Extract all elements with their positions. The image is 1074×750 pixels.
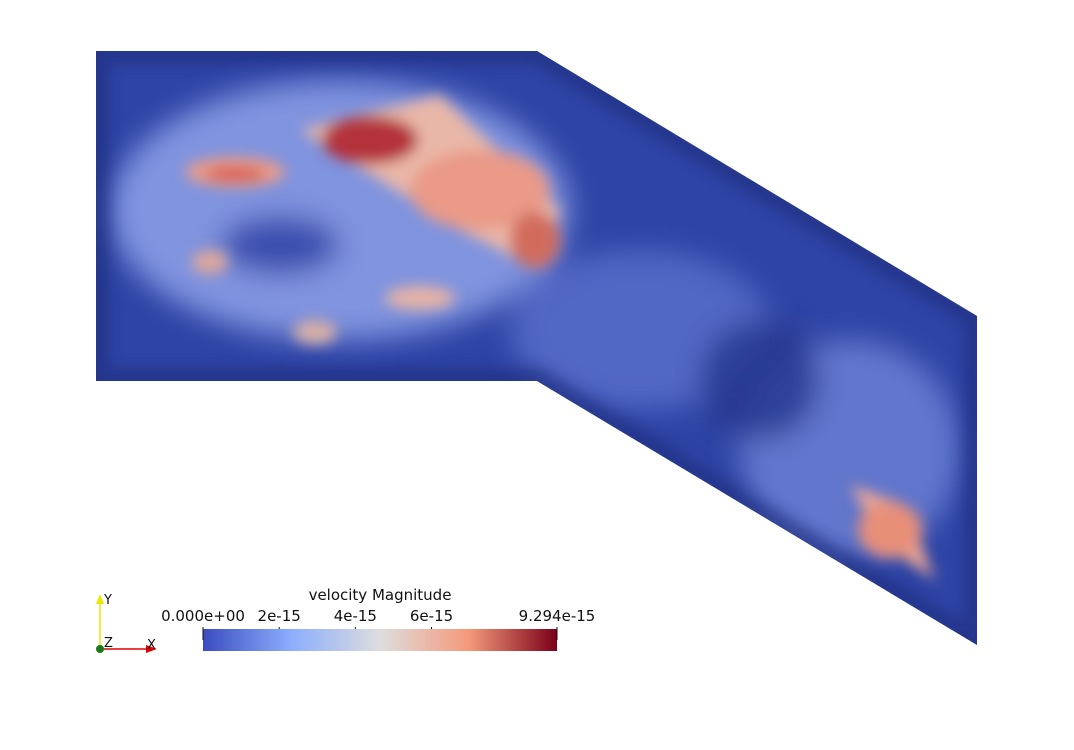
orientation-axes: Y Z X	[96, 593, 157, 653]
colorbar-title: velocity Magnitude	[309, 586, 452, 604]
x-axis-arrowhead	[146, 645, 157, 653]
color-legend[interactable]: velocity Magnitude 0.000e+00 9.294e-15 2…	[161, 586, 595, 651]
colorbar-max-label: 9.294e-15	[519, 607, 596, 625]
y-axis-arrowhead	[96, 594, 104, 604]
z-axis-label: Z	[104, 636, 113, 651]
colorbar-tick-label: 4e-15	[334, 607, 377, 625]
x-axis-label: X	[147, 638, 156, 653]
flow-domain-surface[interactable]	[80, 40, 990, 660]
colorbar-tick-label: 6e-15	[410, 607, 453, 625]
colorbar-tick-label: 2e-15	[258, 607, 301, 625]
colorbar-min-label: 0.000e+00	[161, 607, 245, 625]
z-axis-dot	[96, 645, 104, 653]
colorbar-ramp	[203, 629, 557, 651]
y-axis-label: Y	[103, 593, 112, 608]
